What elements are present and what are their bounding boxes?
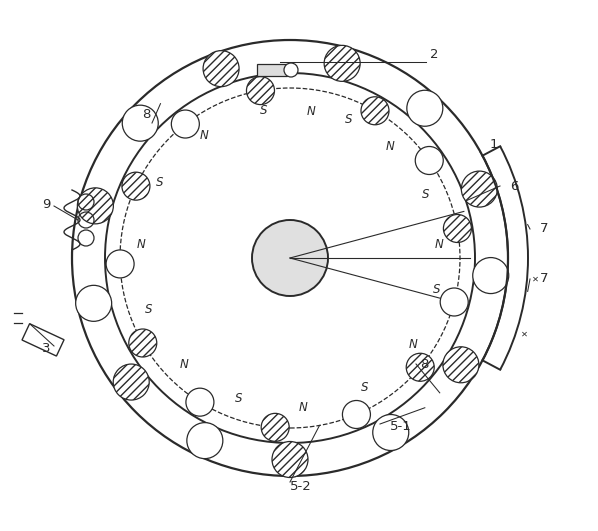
Text: S: S xyxy=(345,114,352,126)
Circle shape xyxy=(406,353,434,381)
Circle shape xyxy=(113,364,150,400)
Text: N: N xyxy=(435,238,444,251)
Circle shape xyxy=(324,45,360,81)
Circle shape xyxy=(473,258,509,294)
Text: S: S xyxy=(433,282,441,296)
Text: 7: 7 xyxy=(540,272,548,285)
Bar xyxy=(257,64,287,76)
Circle shape xyxy=(252,220,328,296)
Circle shape xyxy=(77,188,114,224)
Text: N: N xyxy=(306,105,315,118)
Circle shape xyxy=(129,329,157,357)
Text: S: S xyxy=(260,104,268,117)
Text: ✕: ✕ xyxy=(520,330,527,339)
Circle shape xyxy=(203,50,239,87)
Text: N: N xyxy=(179,357,188,371)
Text: 5-2: 5-2 xyxy=(290,480,312,493)
Text: N: N xyxy=(408,338,417,350)
Text: 6: 6 xyxy=(510,180,518,193)
Circle shape xyxy=(443,347,479,383)
Text: 3: 3 xyxy=(42,342,50,355)
Text: 2: 2 xyxy=(430,48,438,61)
Circle shape xyxy=(76,285,112,321)
Text: N: N xyxy=(386,140,395,153)
Circle shape xyxy=(440,288,468,316)
Circle shape xyxy=(444,215,471,243)
Text: N: N xyxy=(200,129,208,142)
Circle shape xyxy=(106,250,134,278)
Text: S: S xyxy=(145,303,153,316)
Circle shape xyxy=(461,171,498,207)
Circle shape xyxy=(343,400,370,429)
Circle shape xyxy=(373,415,409,450)
Text: 8: 8 xyxy=(142,108,150,121)
Circle shape xyxy=(261,413,289,441)
Text: N: N xyxy=(136,238,145,251)
Circle shape xyxy=(172,110,199,138)
Text: 5-1: 5-1 xyxy=(390,420,412,433)
Text: ✕: ✕ xyxy=(532,275,539,284)
Text: S: S xyxy=(422,188,430,201)
Circle shape xyxy=(122,172,150,200)
Circle shape xyxy=(122,105,158,141)
Circle shape xyxy=(407,90,443,126)
Text: S: S xyxy=(235,392,242,406)
Text: N: N xyxy=(298,401,307,414)
Text: 9: 9 xyxy=(42,198,50,211)
Circle shape xyxy=(284,63,298,77)
Circle shape xyxy=(186,388,214,416)
Text: 7: 7 xyxy=(540,222,548,235)
Circle shape xyxy=(187,423,223,459)
Text: S: S xyxy=(156,176,164,190)
Circle shape xyxy=(361,97,389,125)
Text: 1: 1 xyxy=(490,138,499,151)
Circle shape xyxy=(246,76,274,105)
Circle shape xyxy=(272,441,308,477)
Circle shape xyxy=(415,147,443,175)
Bar xyxy=(22,324,64,356)
Text: 8: 8 xyxy=(420,358,428,371)
Text: S: S xyxy=(361,381,369,395)
